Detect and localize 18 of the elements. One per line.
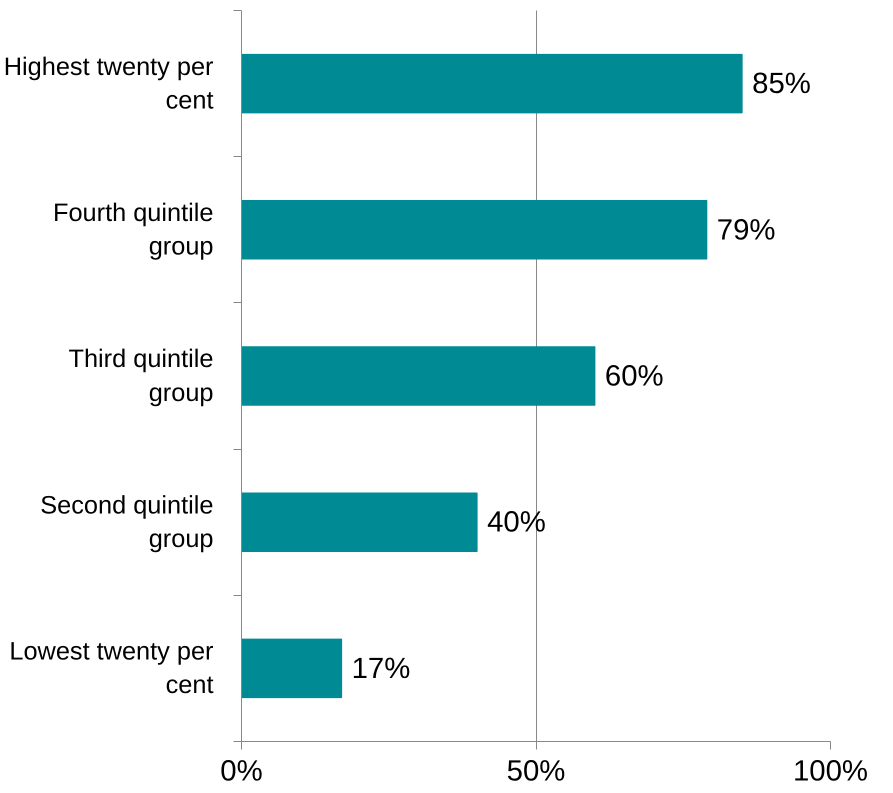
y-tick-label: Lowest twenty per cent (9, 638, 214, 700)
x-tick-label: 50% (506, 754, 566, 788)
data-label: 17% (352, 652, 410, 685)
bar (242, 492, 478, 552)
bar (242, 346, 596, 406)
x-tick-label: 0% (220, 754, 263, 788)
y-tick-label: Highest twenty per cent (4, 52, 214, 114)
y-tick-label: Second quintile group (40, 491, 214, 553)
x-tick-label: 100% (792, 754, 868, 788)
bar (242, 54, 743, 114)
data-label: 79% (716, 213, 776, 246)
data-label: 40% (487, 506, 546, 539)
bar (242, 200, 708, 260)
data-label: 60% (604, 360, 664, 392)
data-label: 85% (752, 67, 811, 100)
bar (242, 638, 342, 698)
y-tick-label: Fourth quintile group (53, 199, 214, 261)
y-tick-label: Third quintile group (68, 345, 214, 407)
